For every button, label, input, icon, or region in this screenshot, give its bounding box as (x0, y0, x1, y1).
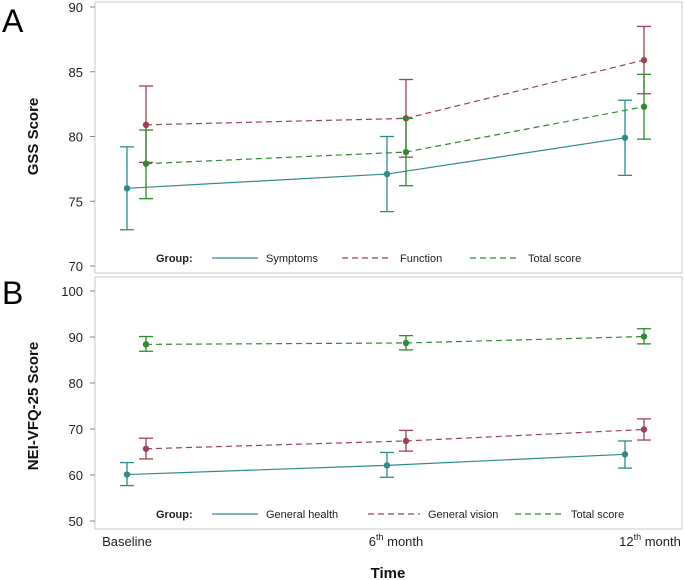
data-point (640, 103, 648, 110)
x-tick-main: Baseline (102, 534, 152, 549)
data-point (123, 471, 131, 478)
data-point (142, 160, 150, 167)
y-tick-label: 50 (69, 514, 83, 529)
y-tick-label: 70 (69, 259, 83, 274)
data-point (402, 339, 410, 347)
x-tick-main: 12 (619, 534, 633, 549)
series-line-general-health (126, 453, 626, 476)
y-tick-label: 85 (69, 65, 83, 80)
y-tick-label: 90 (69, 330, 83, 345)
x-tick-rest: month (641, 534, 681, 549)
data-point (621, 134, 629, 141)
data-point (142, 341, 150, 348)
x-tick-label: Baseline (102, 534, 152, 549)
legend-entry: Total score (528, 253, 581, 265)
y-tick-label: 90 (69, 0, 83, 15)
series-line-symptoms (126, 137, 626, 189)
series-line-general-vision (145, 428, 645, 450)
series-line-total-score (145, 335, 645, 345)
legend-entry: Function (400, 253, 442, 265)
y-tick-label: 75 (69, 194, 83, 209)
series-line-function (145, 59, 645, 126)
legend-entry: General vision (428, 509, 498, 521)
x-tick-rest: month (384, 534, 424, 549)
data-point (142, 445, 150, 452)
y-tick-label: 60 (69, 468, 83, 483)
x-tick-label: 6th month (369, 532, 424, 549)
x-tick-main: 6 (369, 534, 376, 549)
y-tick-label: 100 (61, 284, 83, 299)
panel-a-chart: A 70 75 80 85 90 GSS Score Group: Symptoms Functi… (2, 0, 683, 274)
panel-label: A (2, 3, 24, 39)
x-tick-sup: th (634, 532, 642, 542)
panel-label: B (2, 275, 23, 311)
legend-title: Group: (156, 253, 193, 265)
x-tick-label: 12th month (619, 532, 681, 549)
data-point (402, 148, 410, 156)
y-axis-label: NEI-VFQ-25 Score (25, 342, 42, 470)
legend-entry: Symptoms (266, 253, 318, 265)
data-point (640, 333, 648, 340)
plot-frame (94, 276, 683, 530)
data-point (640, 426, 648, 433)
data-point (383, 462, 391, 469)
data-point (142, 121, 150, 129)
y-tick-label: 70 (69, 422, 83, 437)
y-axis-label: GSS Score (25, 98, 42, 176)
legend-entry: General health (266, 509, 338, 521)
panel-b-chart: B 50 60 70 80 90 100 NEI-VFQ-25 Score Group: Gene… (2, 275, 683, 530)
data-point (123, 185, 131, 192)
data-point (640, 56, 648, 64)
legend-entry: Total score (571, 509, 624, 521)
x-tick-sup: th (376, 532, 384, 542)
y-tick-label: 80 (69, 376, 83, 391)
data-point (402, 437, 410, 445)
plot-frame (94, 1, 683, 274)
data-point (383, 170, 391, 178)
data-point (621, 451, 629, 458)
series-line-total-score (145, 106, 645, 165)
x-axis-label: Time (371, 565, 406, 580)
legend-title: Group: (156, 509, 193, 521)
y-tick-label: 80 (69, 130, 83, 145)
